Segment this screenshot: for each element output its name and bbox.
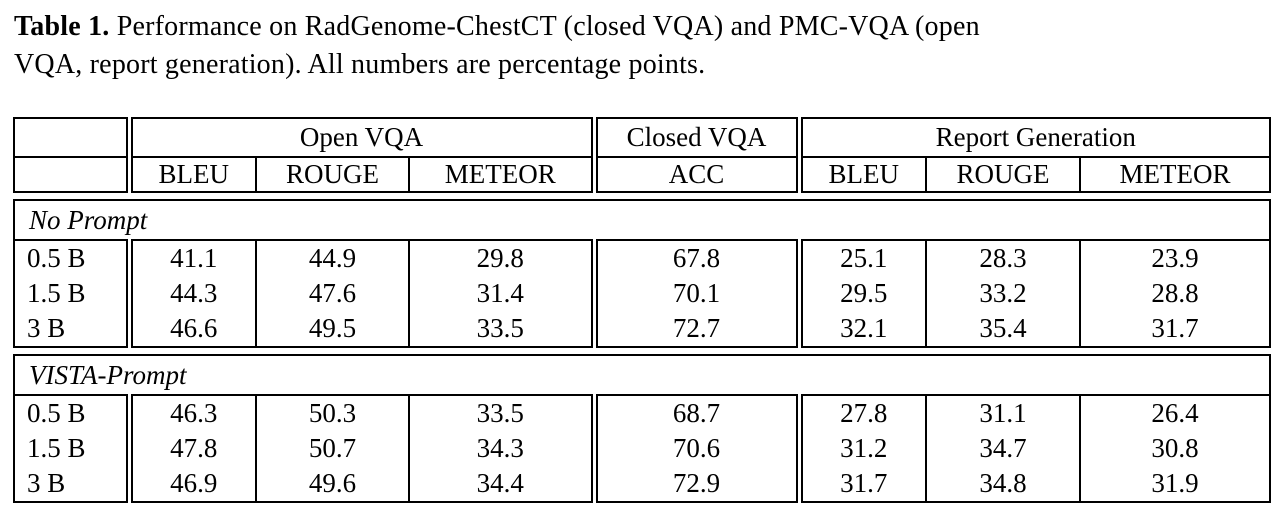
caption-line-2: VQA, report generation). All numbers are… [14,49,706,80]
section-title-no-prompt: No Prompt [14,200,1270,241]
value-report-rouge: 33.2 [925,276,1080,311]
value-report-meteor: 31.7 [1079,311,1270,347]
value-report-bleu: 29.5 [795,276,926,311]
value-report-meteor: 30.8 [1079,431,1270,466]
col-header-open-rouge: ROUGE [255,157,409,192]
model-size-cell: 1.5 B [27,433,86,463]
group-header-closed-vqa: Closed VQA [590,118,799,158]
value-report-rouge: 34.7 [925,431,1080,466]
value-open-bleu: 46.9 [125,466,256,502]
model-size-cell: 1.5 B [27,278,86,308]
value-closed-acc: 72.7 [590,311,799,347]
value-report-bleu: 27.8 [795,395,926,431]
caption-line-1: Table 1. Performance on RadGenome-ChestC… [14,8,980,46]
value-open-rouge: 49.6 [255,466,409,502]
col-header-report-rouge: ROUGE [925,157,1080,192]
model-size-cell: 3 B [27,468,66,498]
value-closed-acc: 70.1 [590,276,799,311]
group-header-report-generation: Report Generation [795,118,1270,158]
section-no-prompt: No Prompt 0.5 B 41.1 44.9 29.8 67.8 25.1… [13,199,1271,348]
value-open-rouge: 50.7 [255,431,409,466]
section-title-row: VISTA-Prompt [14,355,1270,396]
model-size-cell: 3 B [27,313,66,343]
value-report-bleu: 25.1 [795,240,926,276]
value-open-meteor: 33.5 [408,395,594,431]
value-closed-acc: 70.6 [590,431,799,466]
col-header-open-bleu: BLEU [125,157,256,192]
model-size-cell: 0.5 B [27,398,86,428]
value-report-rouge: 35.4 [925,311,1080,347]
corner-empty-cell [14,157,129,192]
table-header-block: Open VQA Closed VQA Report Generation BL… [13,117,1271,193]
model-size-cell: 0.5 B [27,243,86,273]
caption-text-line-1: Performance on RadGenome-ChestCT (closed… [109,11,980,42]
table-row: 1.5 B 44.3 47.6 31.4 70.1 29.5 33.2 28.8 [14,276,1270,311]
value-open-meteor: 31.4 [408,276,594,311]
value-open-rouge: 44.9 [255,240,409,276]
value-report-bleu: 31.7 [795,466,926,502]
section-vista-prompt: VISTA-Prompt 0.5 B 46.3 50.3 33.5 68.7 2… [13,354,1271,503]
value-open-meteor: 34.4 [408,466,594,502]
table-row: 3 B 46.9 49.6 34.4 72.9 31.7 34.8 31.9 [14,466,1270,502]
value-report-meteor: 23.9 [1079,240,1270,276]
table-row: 1.5 B 47.8 50.7 34.3 70.6 31.2 34.7 30.8 [14,431,1270,466]
caption-table-label: Table 1. [14,11,110,42]
value-open-meteor: 33.5 [408,311,594,347]
column-header-row: BLEU ROUGE METEOR ACC BLEU ROUGE METEOR [14,157,1270,192]
value-open-meteor: 34.3 [408,431,594,466]
value-open-bleu: 46.3 [125,395,256,431]
col-header-report-bleu: BLEU [795,157,926,192]
value-report-meteor: 26.4 [1079,395,1270,431]
value-report-rouge: 28.3 [925,240,1080,276]
col-header-report-meteor: METEOR [1079,157,1270,192]
value-report-bleu: 32.1 [795,311,926,347]
table-row: 0.5 B 46.3 50.3 33.5 68.7 27.8 31.1 26.4 [14,395,1270,431]
value-open-bleu: 46.6 [125,311,256,347]
value-open-bleu: 44.3 [125,276,256,311]
col-header-closed-acc: ACC [590,157,799,192]
value-report-rouge: 34.8 [925,466,1080,502]
value-open-meteor: 29.8 [408,240,594,276]
value-closed-acc: 67.8 [590,240,799,276]
section-title-vista-prompt: VISTA-Prompt [14,355,1270,396]
corner-empty-cell [14,118,129,158]
value-open-rouge: 50.3 [255,395,409,431]
section-title-row: No Prompt [14,200,1270,241]
value-report-rouge: 31.1 [925,395,1080,431]
results-table: Open VQA Closed VQA Report Generation BL… [13,117,1271,503]
value-open-rouge: 49.5 [255,311,409,347]
value-report-meteor: 31.9 [1079,466,1270,502]
table-row: 3 B 46.6 49.5 33.5 72.7 32.1 35.4 31.7 [14,311,1270,347]
value-report-meteor: 28.8 [1079,276,1270,311]
table-row: 0.5 B 41.1 44.9 29.8 67.8 25.1 28.3 23.9 [14,240,1270,276]
value-open-bleu: 41.1 [125,240,256,276]
col-header-open-meteor: METEOR [408,157,594,192]
group-header-open-vqa: Open VQA [125,118,594,158]
value-closed-acc: 72.9 [590,466,799,502]
table-caption: Table 1. Performance on RadGenome-ChestC… [14,8,980,84]
value-closed-acc: 68.7 [590,395,799,431]
value-report-bleu: 31.2 [795,431,926,466]
value-open-rouge: 47.6 [255,276,409,311]
value-open-bleu: 47.8 [125,431,256,466]
group-header-row: Open VQA Closed VQA Report Generation [14,118,1270,158]
